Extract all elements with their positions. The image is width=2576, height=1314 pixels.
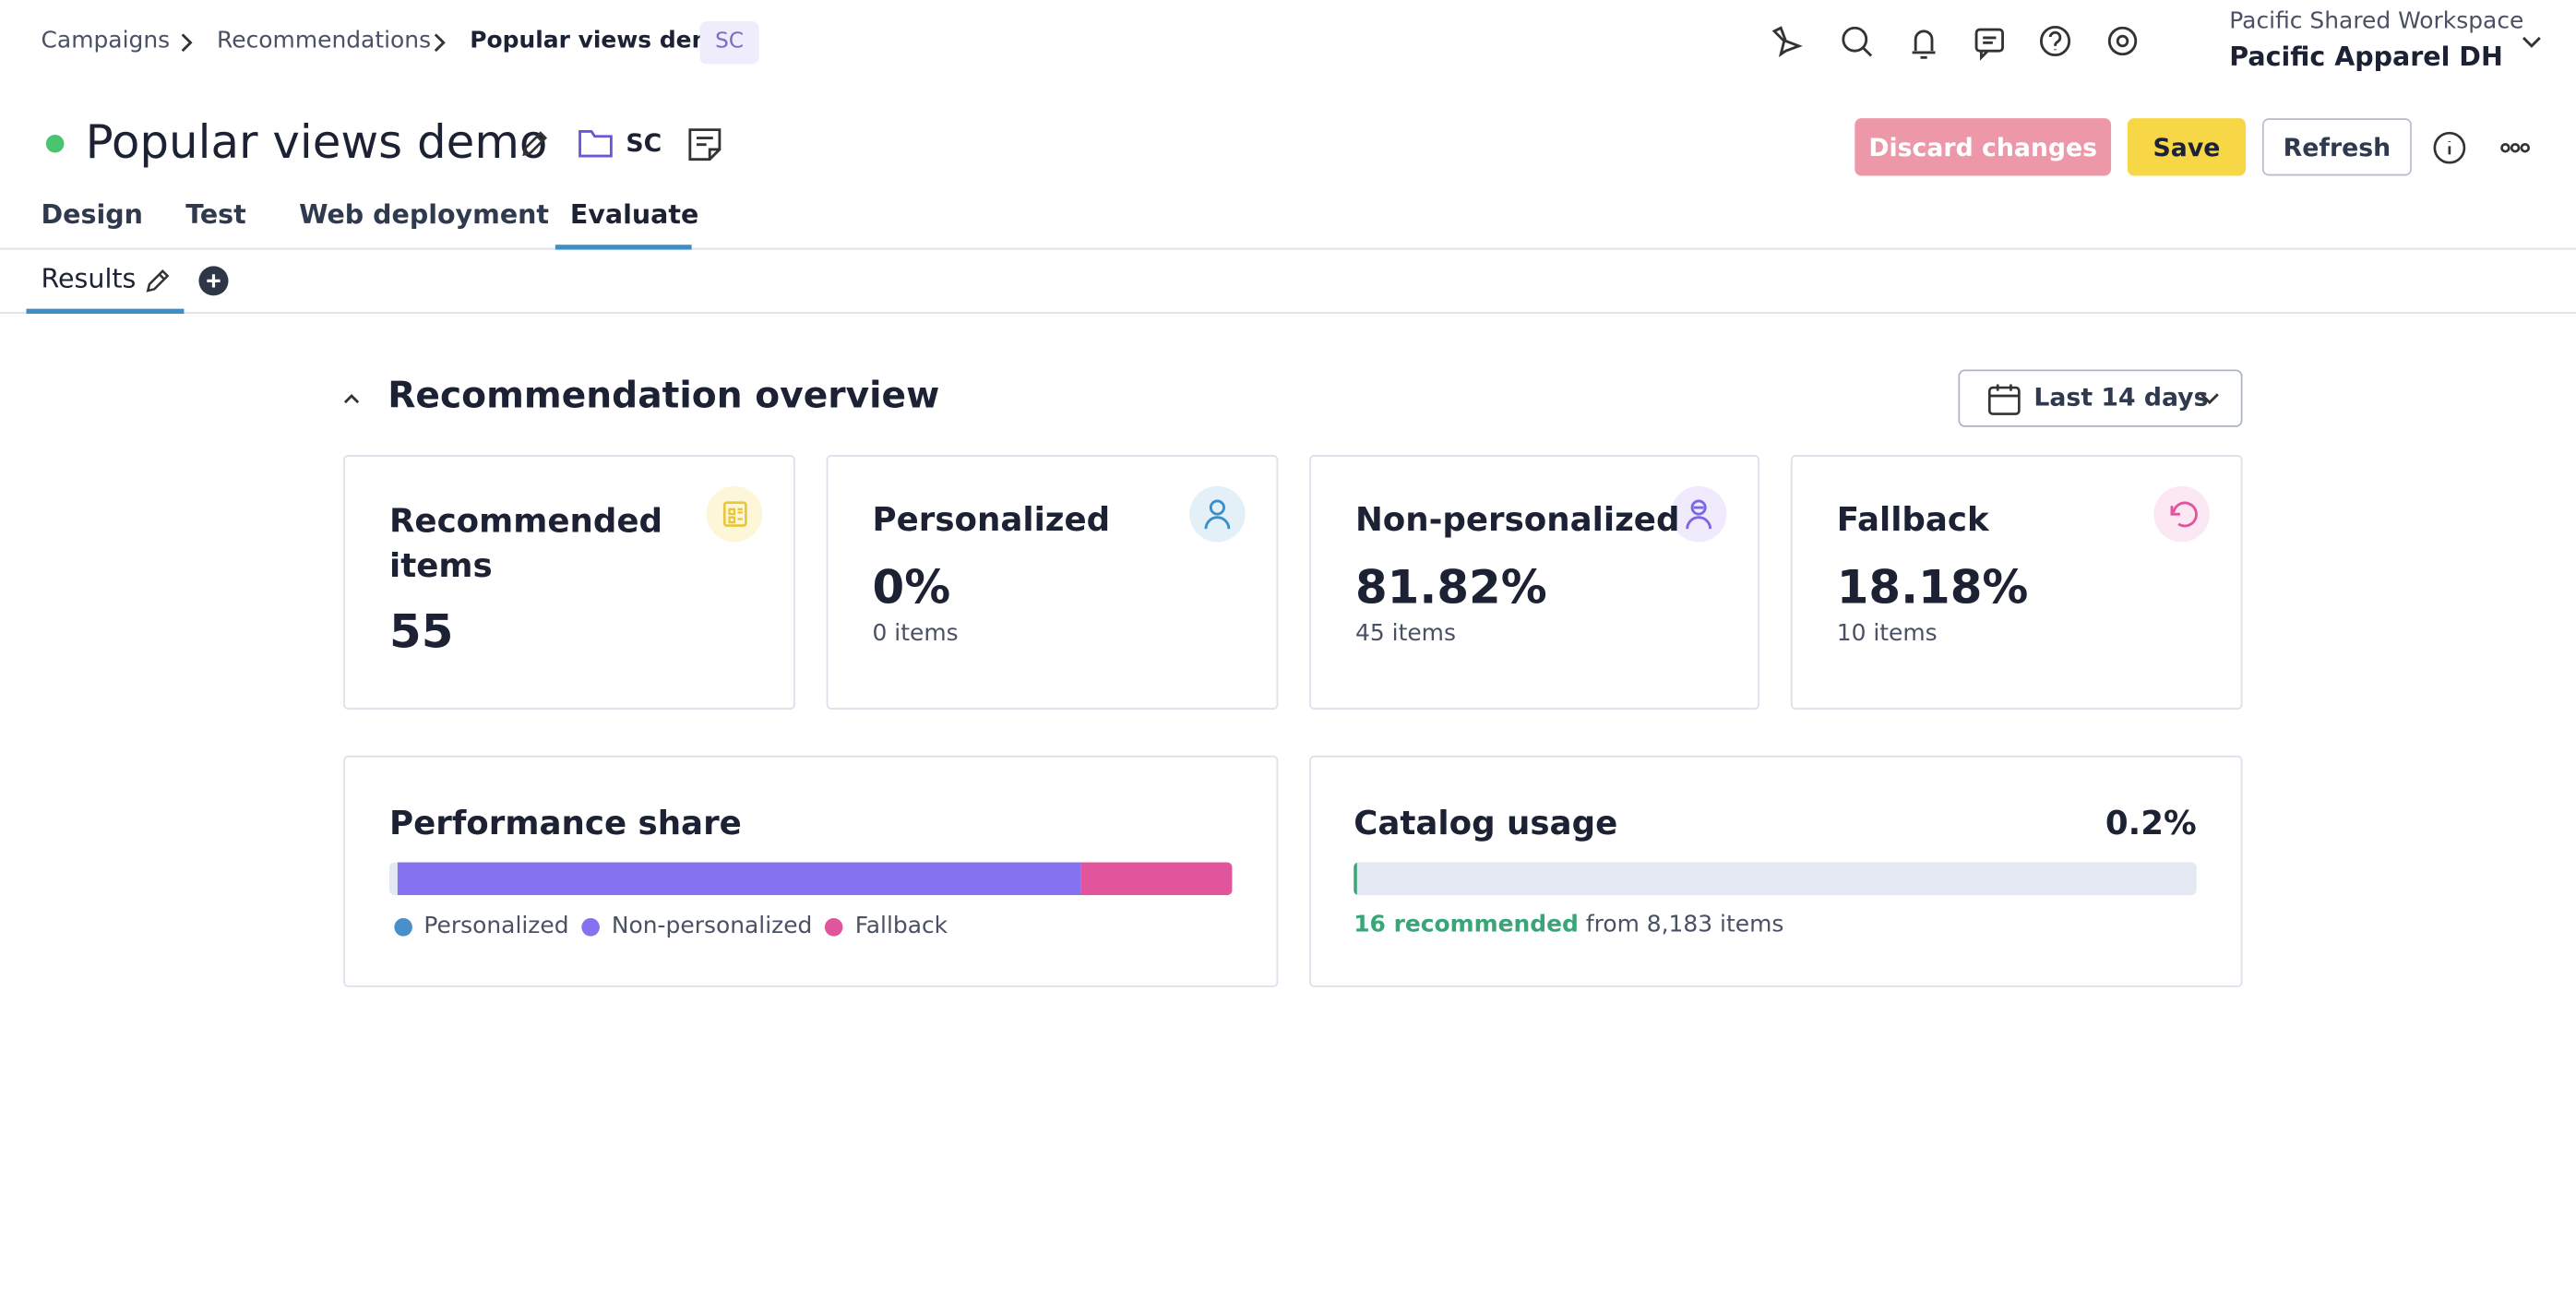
legend-item: Personalized bbox=[394, 913, 569, 940]
legend-label: Personalized bbox=[423, 913, 569, 940]
chevron-down bbox=[2200, 393, 2219, 405]
legend-label: Non-personalized bbox=[611, 913, 813, 940]
icon bbox=[2170, 501, 2198, 528]
edit-icon[interactable] bbox=[145, 268, 171, 293]
card-icon bbox=[2153, 485, 2210, 543]
usage-recommended: 16 recommended bbox=[1354, 911, 1579, 938]
metric-card bbox=[1790, 455, 2243, 710]
legend-dot bbox=[581, 917, 601, 936]
legend: Personalized Non-personalized Fallback bbox=[394, 914, 948, 939]
breadcrumb[interactable]: Campaigns bbox=[41, 28, 171, 54]
divider bbox=[0, 247, 2576, 250]
card-detail: 10 items bbox=[1836, 620, 1938, 648]
card-title: Personalized bbox=[872, 499, 1111, 539]
share-segment bbox=[1079, 862, 1233, 896]
chevron-down[interactable] bbox=[2522, 36, 2541, 49]
status-dot bbox=[45, 134, 65, 153]
edit-icon[interactable] bbox=[520, 130, 550, 160]
tab[interactable]: Test bbox=[185, 198, 246, 231]
subtab[interactable]: Results bbox=[41, 262, 137, 294]
card-title: Performance share bbox=[389, 803, 742, 843]
add-icon[interactable] bbox=[198, 266, 229, 296]
workspace-label: Pacific Shared Workspace bbox=[2229, 7, 2524, 35]
tab[interactable]: Design bbox=[41, 198, 143, 231]
usage-bar bbox=[1354, 862, 2197, 896]
legend-item: Fallback bbox=[825, 913, 948, 940]
legend-dot bbox=[394, 917, 412, 936]
section-title: Recommendation overview bbox=[388, 376, 940, 418]
discard-button[interactable]: Discard changes bbox=[1854, 118, 2112, 176]
calendar-icon bbox=[1987, 384, 2021, 415]
chevron bbox=[434, 33, 446, 53]
usage-value: 0.2% bbox=[2105, 803, 2197, 843]
tab-underline bbox=[555, 245, 692, 250]
icon bbox=[1686, 499, 1712, 530]
usage-detail: from 8,183 items bbox=[1585, 911, 1784, 938]
date-dropdown[interactable] bbox=[1958, 369, 2243, 427]
metric-card bbox=[1309, 455, 1760, 710]
legend-label: Fallback bbox=[854, 913, 948, 940]
folder-icon bbox=[578, 129, 613, 158]
catalog-card bbox=[1309, 755, 2243, 987]
metric-card bbox=[343, 455, 795, 710]
share-segment bbox=[397, 862, 1080, 896]
legend-item: Non-personalized bbox=[581, 913, 813, 940]
performance-card bbox=[343, 755, 1279, 987]
legend-dot bbox=[825, 917, 844, 936]
tab[interactable]: Web deployment bbox=[299, 198, 550, 231]
campaign-title: Popular views demo bbox=[85, 114, 548, 170]
workspace-name[interactable]: Pacific Apparel DH bbox=[2229, 41, 2503, 73]
card-icon bbox=[1670, 485, 1727, 543]
card-icon bbox=[706, 485, 763, 543]
folder-name[interactable]: SC bbox=[626, 127, 662, 158]
card-value: 18.18% bbox=[1836, 559, 2029, 615]
card-value: 81.82% bbox=[1354, 559, 1547, 615]
breadcrumb[interactable]: Recommendations bbox=[217, 28, 432, 54]
card-title: Recommended items bbox=[389, 500, 663, 585]
usage-text: 16 recommended from 8,183 items bbox=[1354, 912, 1783, 938]
card-title: Non-personalized bbox=[1354, 499, 1680, 539]
collapse-icon[interactable] bbox=[343, 392, 360, 404]
refresh-button[interactable]: Refresh bbox=[2261, 118, 2412, 176]
date-range[interactable]: Last 14 days bbox=[2033, 382, 2209, 412]
icon bbox=[722, 501, 747, 527]
tab-active[interactable]: Evaluate bbox=[569, 198, 699, 231]
badge: SC bbox=[699, 21, 759, 65]
subtab-underline bbox=[26, 308, 185, 314]
chevron bbox=[181, 33, 193, 53]
card-title: Fallback bbox=[1836, 499, 1989, 539]
breadcrumb-current: Popular views demo bbox=[470, 28, 732, 54]
card-detail: 45 items bbox=[1354, 620, 1456, 648]
card-icon bbox=[1189, 485, 1246, 543]
usage-fill bbox=[1354, 862, 1357, 896]
card-title: Catalog usage bbox=[1354, 803, 1618, 843]
notes-icon[interactable] bbox=[688, 128, 722, 161]
card-value: 55 bbox=[389, 604, 454, 659]
icon bbox=[1204, 499, 1231, 530]
divider bbox=[0, 312, 2576, 314]
card-detail: 0 items bbox=[872, 620, 959, 648]
more-icons[interactable] bbox=[2433, 131, 2548, 164]
metric-card bbox=[826, 455, 1279, 710]
card-value: 0% bbox=[872, 559, 951, 615]
save-button[interactable]: Save bbox=[2127, 118, 2247, 176]
toolbar-icons[interactable] bbox=[1771, 25, 2168, 61]
share-bar bbox=[389, 862, 1233, 896]
